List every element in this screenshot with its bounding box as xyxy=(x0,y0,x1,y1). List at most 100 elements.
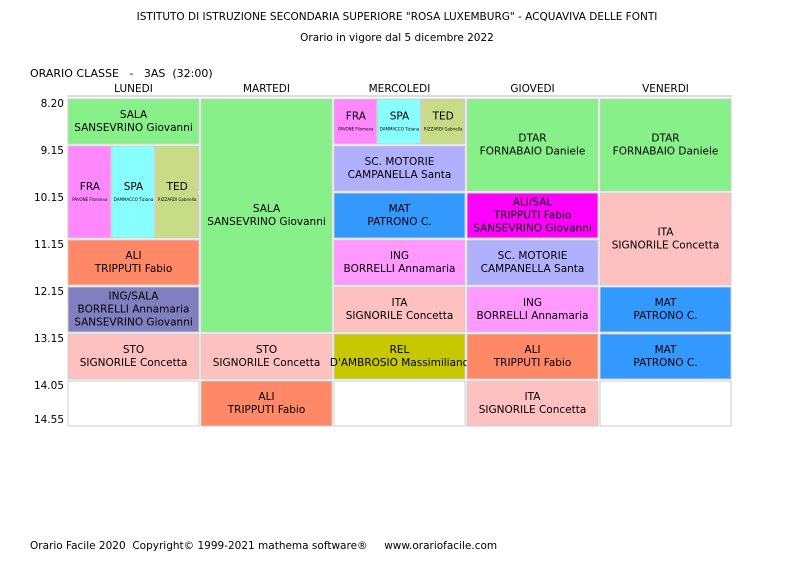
lesson-part xyxy=(420,98,465,145)
subject: FRA xyxy=(80,181,101,193)
teacher: PAVONE Filomena xyxy=(338,127,374,132)
time-label: 11.15 xyxy=(34,239,64,251)
subject: ING xyxy=(390,250,409,262)
lesson-part xyxy=(154,145,199,239)
subject: FRA xyxy=(346,111,367,123)
lesson xyxy=(599,192,732,286)
lesson xyxy=(466,98,599,192)
teacher: TRIPPUTI Fabio xyxy=(493,210,572,222)
time-label: 8.20 xyxy=(41,98,64,110)
teacher: SIGNORILE Concetta xyxy=(612,240,720,252)
teacher: TRIPPUTI Fabio xyxy=(227,404,306,416)
teacher: BORRELLI Annamaria xyxy=(477,310,589,322)
subject: TED xyxy=(166,181,188,193)
lesson xyxy=(200,98,333,333)
teacher: BORRELLI Annamaria xyxy=(78,304,190,316)
day-header: VENERDI xyxy=(642,83,689,95)
subject: MAT xyxy=(655,344,677,356)
empty-cell xyxy=(599,380,732,427)
subject: SALA xyxy=(253,203,281,215)
subject: SPA xyxy=(390,111,410,123)
subject: ITA xyxy=(525,391,542,403)
lesson xyxy=(200,380,333,427)
lesson xyxy=(67,239,200,286)
lesson xyxy=(333,145,466,192)
lesson-part xyxy=(111,145,155,239)
lesson xyxy=(200,333,333,380)
teacher: RIZZARDI Gabriella xyxy=(158,197,197,202)
lesson xyxy=(466,286,599,333)
teacher: RIZZARDI Gabriella xyxy=(424,127,463,132)
subject: ING xyxy=(523,297,542,309)
time-label: 10.15 xyxy=(34,192,64,204)
lesson-part xyxy=(333,98,378,145)
teacher: BORRELLI Annamaria xyxy=(344,263,456,275)
subtitle: Orario in vigore dal 5 dicembre 2022 xyxy=(300,32,494,44)
lesson xyxy=(466,192,599,239)
lesson xyxy=(599,98,732,192)
time-label: 12.15 xyxy=(34,286,64,298)
lesson xyxy=(599,286,732,333)
subject: ITA xyxy=(658,227,675,239)
subject: ING/SALA xyxy=(109,291,160,303)
lesson xyxy=(333,333,466,380)
lesson xyxy=(67,286,200,333)
subject: ALI/SAL xyxy=(513,197,553,209)
subject: TED xyxy=(432,111,454,123)
teacher: SIGNORILE Concetta xyxy=(80,357,188,369)
day-header: LUNEDI xyxy=(114,83,153,95)
teacher: TRIPPUTI Fabio xyxy=(493,357,572,369)
subject: SPA xyxy=(124,181,144,193)
subject: ALI xyxy=(258,391,274,403)
lesson-part xyxy=(377,98,421,145)
teacher: SANSEVRINO Giovanni xyxy=(207,216,326,228)
teacher: DAMMACCO Tiziana xyxy=(114,197,154,202)
lesson xyxy=(67,98,200,145)
day-header: MERCOLEDI xyxy=(369,83,431,95)
subject: MAT xyxy=(655,297,677,309)
lesson xyxy=(466,380,599,427)
time-label: 13.15 xyxy=(34,333,64,345)
teacher: FORNABAIO Daniele xyxy=(613,146,719,158)
teacher: PATRONO C. xyxy=(633,357,697,369)
lesson-part xyxy=(67,145,112,239)
lesson xyxy=(333,239,466,286)
class-label: ORARIO CLASSE - 3AS (32:00) xyxy=(30,67,213,80)
subject: DTAR xyxy=(651,133,679,145)
teacher: SIGNORILE Concetta xyxy=(213,357,321,369)
day-header: GIOVEDI xyxy=(510,83,554,95)
subject: REL xyxy=(390,344,410,356)
lesson xyxy=(333,286,466,333)
subject: DTAR xyxy=(518,133,546,145)
time-label: 14.05 xyxy=(34,380,64,392)
subject: STO xyxy=(123,344,144,356)
time-label: 14.55 xyxy=(34,414,64,426)
teacher: SIGNORILE Concetta xyxy=(479,404,587,416)
teacher: CAMPANELLA Santa xyxy=(348,169,452,181)
teacher: D'AMBROSIO Massimiliano xyxy=(330,357,469,369)
subject: ALI xyxy=(125,250,141,262)
empty-cell xyxy=(67,380,200,427)
teacher: TRIPPUTI Fabio xyxy=(94,263,173,275)
teacher: FORNABAIO Daniele xyxy=(480,146,586,158)
subject: MAT xyxy=(389,203,411,215)
teacher: SANSEVRINO Giovanni xyxy=(473,223,592,235)
teacher: PAVONE Filomena xyxy=(72,197,108,202)
title: ISTITUTO DI ISTRUZIONE SECONDARIA SUPERI… xyxy=(137,11,658,23)
teacher: PATRONO C. xyxy=(633,310,697,322)
teacher: DAMMACCO Tiziana xyxy=(380,127,420,132)
lesson xyxy=(67,333,200,380)
empty-cell xyxy=(333,380,466,427)
teacher: PATRONO C. xyxy=(367,216,431,228)
teacher: CAMPANELLA Santa xyxy=(481,263,585,275)
subject: SC. MOTORIE xyxy=(498,250,568,262)
lesson xyxy=(466,333,599,380)
time-label: 9.15 xyxy=(41,145,64,157)
lesson xyxy=(599,333,732,380)
subject: ITA xyxy=(392,297,409,309)
lesson xyxy=(333,192,466,239)
teacher: SIGNORILE Concetta xyxy=(346,310,454,322)
teacher: SANSEVRINO Giovanni xyxy=(74,317,193,329)
teacher: SANSEVRINO Giovanni xyxy=(74,122,193,134)
